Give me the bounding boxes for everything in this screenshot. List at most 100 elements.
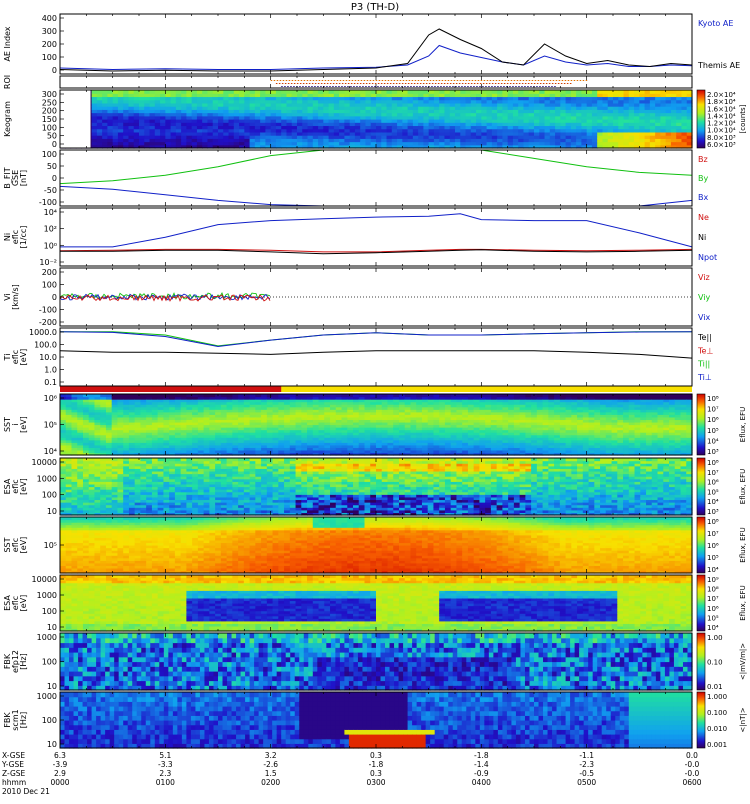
roi-dot (287, 86, 289, 87)
roi-dot (522, 83, 524, 84)
roi-dot (419, 86, 421, 87)
roi-dot (472, 80, 474, 81)
spectrogram-cell (139, 90, 145, 94)
roi-dot (342, 83, 344, 84)
spectrogram-cell (671, 90, 677, 94)
spectrogram-cell (234, 90, 240, 94)
roi-dot (321, 83, 323, 84)
roi-dot (294, 83, 296, 84)
spectrogram-cell (308, 90, 314, 94)
roi-dot (438, 83, 440, 84)
roi-dot (307, 80, 309, 81)
roi-dot (391, 80, 393, 81)
roi-dot (339, 83, 341, 84)
roi-dot (516, 83, 518, 84)
roi-dot (526, 80, 528, 81)
roi-dot (434, 86, 436, 87)
spectrogram-cell (276, 90, 282, 94)
roi-dot (325, 80, 327, 81)
roi-dot (525, 83, 527, 84)
roi-dot (284, 86, 286, 87)
roi-dot (285, 83, 287, 84)
spectrogram-cell (681, 90, 687, 94)
roi-dot (547, 80, 549, 81)
roi-dot (480, 83, 482, 84)
roi-dot (376, 80, 378, 81)
roi-dot (359, 86, 361, 87)
spectrogram-cell (218, 90, 224, 94)
roi-dot (448, 80, 450, 81)
roi-dot (314, 86, 316, 87)
roi-dot (537, 83, 539, 84)
spectrogram-cell (392, 90, 398, 94)
spectrogram-cell (223, 90, 229, 94)
roi-dot (343, 80, 345, 81)
roi-dot (556, 80, 558, 81)
spectrogram-cell (571, 90, 577, 94)
roi-dot (395, 86, 397, 87)
roi-dot (349, 80, 351, 81)
roi-dot (276, 83, 278, 84)
spectrogram-cell (118, 90, 124, 94)
spectrogram-cell (313, 90, 319, 94)
roi-dot (420, 83, 422, 84)
roi-dot (337, 80, 339, 81)
roi-dot (372, 83, 374, 84)
roi-dot (371, 86, 373, 87)
roi-dot (405, 83, 407, 84)
roi-dot (444, 83, 446, 84)
roi-dot (313, 80, 315, 81)
roi-dot (295, 80, 297, 81)
roi-dot (512, 86, 514, 87)
roi-dot (508, 80, 510, 81)
roi-dot (352, 80, 354, 81)
spectrogram-cell (497, 90, 503, 94)
roi-dot (481, 80, 483, 81)
roi-dot (476, 86, 478, 87)
roi-dot (554, 86, 556, 87)
roi-dot (474, 83, 476, 84)
spectrogram-cell (624, 90, 630, 94)
roi-dot (479, 86, 481, 87)
roi-dot (403, 80, 405, 81)
roi-dot (493, 80, 495, 81)
roi-dot (456, 83, 458, 84)
spectrogram-cell (587, 90, 593, 94)
spectrogram-cell (260, 90, 266, 94)
roi-dot (283, 80, 285, 81)
spectrogram-cell (192, 90, 198, 94)
roi-dot (315, 83, 317, 84)
roi-dot (433, 80, 435, 81)
roi-dot (475, 80, 477, 81)
roi-dot (361, 80, 363, 81)
roi-dot (442, 80, 444, 81)
roi-dot (511, 80, 513, 81)
spectrogram-cell (113, 90, 119, 94)
roi-dot (586, 80, 588, 81)
spectrogram-cell (429, 90, 435, 94)
roi-dot (477, 83, 479, 84)
spectrogram-cell (360, 90, 366, 94)
roi-dot (426, 83, 428, 84)
spectrogram-cell (281, 90, 287, 94)
spectrogram-cell (155, 90, 161, 94)
roi-dot (399, 83, 401, 84)
spectrogram-cell (676, 90, 682, 94)
roi-dot (561, 83, 563, 84)
roi-dot (443, 86, 445, 87)
spectrogram-cell (471, 90, 477, 94)
roi-dot (390, 83, 392, 84)
roi-dot (544, 80, 546, 81)
roi-dot (531, 83, 533, 84)
roi-dot (451, 80, 453, 81)
roi-dot (500, 86, 502, 87)
roi-dot (529, 80, 531, 81)
roi-dot (397, 80, 399, 81)
spectrogram-cell (560, 90, 566, 94)
spectrogram-cell (207, 90, 213, 94)
spectrogram-cell (339, 90, 345, 94)
roi-dot (289, 80, 291, 81)
roi-dot (459, 83, 461, 84)
roi-dot (368, 86, 370, 87)
roi-dot (445, 80, 447, 81)
